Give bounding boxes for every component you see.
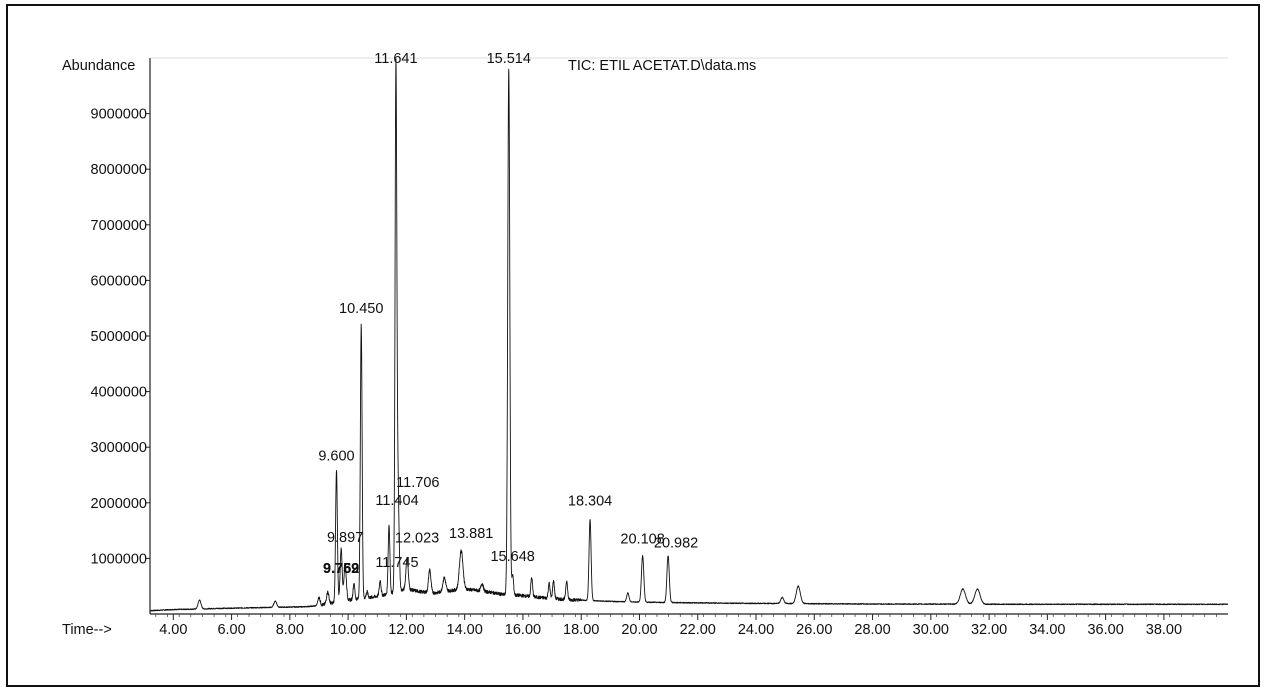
peak-label: 15.648 (490, 549, 534, 565)
x-tick-label: 36.00 (1087, 622, 1123, 638)
x-axis-label: Time--> (62, 622, 112, 638)
chart-title: TIC: ETIL ACETAT.D\data.ms (568, 58, 756, 74)
chromatogram-trace (149, 58, 1229, 612)
x-tick-label: 24.00 (738, 622, 774, 638)
peak-label: 18.304 (568, 493, 612, 509)
peak-label: 9.759 (323, 561, 359, 577)
y-ticks: 1000000 2000000 3000000 4000000 5000000 60000… (91, 107, 150, 567)
x-tick-label: 14.00 (447, 622, 483, 638)
y-tick-label: 4000000 (91, 385, 147, 401)
y-tick-label: 1000000 (91, 551, 147, 567)
y-tick-label: 7000000 (91, 218, 147, 234)
y-tick-label: 8000000 (91, 162, 147, 178)
peak-label: 9.762 (323, 561, 359, 577)
peak-label: 13.881 (449, 526, 493, 542)
x-tick-label: 6.00 (217, 622, 245, 638)
peak-label: 11.706 (396, 475, 439, 491)
y-tick-label: 9000000 (91, 107, 147, 123)
x-tick-label: 26.00 (796, 622, 832, 638)
peak-label: 10.450 (339, 301, 383, 317)
x-tick-label: 30.00 (913, 622, 949, 638)
peak-label: 11.404 (375, 493, 418, 509)
peak-label: 9.600 (318, 448, 354, 464)
tic-trace-line (149, 58, 1229, 612)
y-tick-label: 6000000 (91, 273, 147, 289)
x-tick-label: 22.00 (680, 622, 716, 638)
peak-label: 9.897 (327, 530, 363, 546)
x-tick-label: 16.00 (505, 622, 541, 638)
x-tick-label: 10.00 (330, 622, 366, 638)
x-tick-label: 4.00 (159, 622, 187, 638)
y-tick-label: 5000000 (91, 329, 147, 345)
peak-label: 12.023 (395, 530, 439, 546)
y-axis-label: Abundance (62, 58, 135, 74)
x-tick-label: 34.00 (1029, 622, 1065, 638)
x-tick-label: 12.00 (388, 622, 424, 638)
peak-labels: 11.641 15.514 10.450 9.600 11.706 11.404 12.02… (318, 51, 698, 577)
y-tick-label: 2000000 (91, 496, 147, 512)
peak-label: 11.745 (375, 555, 418, 571)
x-tick-label: 28.00 (854, 622, 890, 638)
x-tick-label: 18.00 (563, 622, 599, 638)
page-frame (6, 4, 1260, 687)
peak-label: 11.641 (374, 51, 417, 67)
peak-label: 20.108 (620, 532, 664, 548)
x-tick-label: 20.00 (621, 622, 657, 638)
x-tick-label: 32.00 (971, 622, 1007, 638)
peak-label: 15.514 (487, 51, 531, 67)
x-ticks: 4.00 6.00 8.00 10.00 12.00 14.00 16.00 18.00 20.… (155, 614, 1217, 638)
x-tick-label: 38.00 (1146, 622, 1182, 638)
x-tick-label: 8.00 (276, 622, 304, 638)
peak-label: 20.982 (654, 536, 698, 552)
y-tick-label: 3000000 (91, 440, 147, 456)
